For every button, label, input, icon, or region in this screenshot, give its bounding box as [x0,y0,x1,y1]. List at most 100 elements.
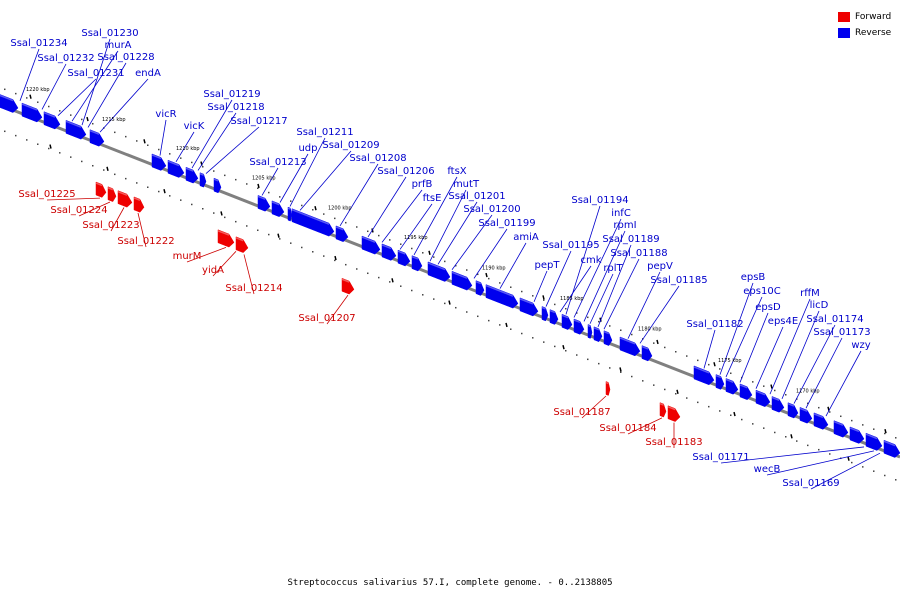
gene-label-reverse[interactable]: eps10C [743,286,780,297]
gene-label-reverse[interactable]: Ssal_01201 [448,191,505,202]
reverse-gene-arrow[interactable] [549,309,559,325]
gene-label-reverse[interactable]: pepT [535,260,561,271]
gene-label-reverse[interactable]: mutT [453,179,480,190]
gene-label-forward[interactable]: Ssal_01207 [298,313,355,324]
reverse-gene-arrow[interactable] [883,439,900,458]
gene-label-reverse[interactable]: cmk [580,255,601,266]
gene-label-reverse[interactable]: pepV [647,261,673,272]
gene-label-reverse[interactable]: Ssal_01199 [478,218,535,229]
reverse-gene-arrow[interactable] [0,94,19,113]
reverse-gene-arrow[interactable] [397,249,411,267]
gene-label-reverse[interactable]: rplT [603,263,623,274]
reverse-gene-arrow[interactable] [849,426,865,444]
reverse-gene-arrow[interactable] [151,153,167,171]
forward-gene-arrow[interactable] [235,236,249,253]
reverse-gene-arrow[interactable] [427,261,451,282]
reverse-gene-arrow[interactable] [641,345,653,362]
gene-label-reverse[interactable]: Ssal_01171 [692,452,749,463]
reverse-gene-arrow[interactable] [287,206,293,222]
forward-gene-arrow[interactable] [659,402,667,418]
gene-label-reverse[interactable]: Ssal_01213 [249,157,306,168]
reverse-gene-arrow[interactable] [755,389,771,407]
gene-label-reverse[interactable]: Ssal_01218 [207,102,264,113]
gene-label-reverse[interactable]: Ssal_01173 [813,327,870,338]
gene-label-reverse[interactable]: Ssal_01217 [230,116,287,127]
gene-label-reverse[interactable]: prfB [412,179,433,190]
gene-label-forward[interactable]: Ssal_01183 [645,437,702,448]
gene-label-forward[interactable]: Ssal_01225 [18,189,75,200]
reverse-gene-arrow[interactable] [411,255,423,272]
gene-label-reverse[interactable]: Ssal_01169 [782,478,839,489]
gene-label-reverse[interactable]: Ssal_01195 [542,240,599,251]
gene-label-forward[interactable]: murM [173,251,202,262]
forward-gene-arrow[interactable] [667,405,681,422]
reverse-gene-arrow[interactable] [573,318,585,335]
gene-label-forward[interactable]: Ssal_01222 [117,236,174,247]
gene-label-reverse[interactable]: Ssal_01232 [37,53,94,64]
gene-label-reverse[interactable]: licD [810,300,829,311]
reverse-gene-arrow[interactable] [89,129,105,147]
gene-label-reverse[interactable]: Ssal_01185 [650,275,707,286]
gene-label-reverse[interactable]: vicK [184,121,205,132]
reverse-gene-arrow[interactable] [361,235,381,255]
gene-label-reverse[interactable]: ftsX [447,166,466,177]
gene-label-reverse[interactable]: rffM [800,288,820,299]
gene-label-reverse[interactable]: ftsE [423,193,442,204]
reverse-gene-arrow[interactable] [561,313,573,330]
gene-label-forward[interactable]: Ssal_01214 [225,283,282,294]
gene-label-reverse[interactable]: eps4E [768,316,798,327]
gene-label-reverse[interactable]: Ssal_01200 [463,204,520,215]
gene-label-forward[interactable]: Ssal_01223 [82,220,139,231]
reverse-gene-arrow[interactable] [257,195,271,212]
forward-gene-arrow[interactable] [107,186,117,202]
reverse-gene-arrow[interactable] [739,383,753,401]
reverse-gene-arrow[interactable] [787,402,799,419]
reverse-gene-arrow[interactable] [603,330,613,346]
reverse-gene-arrow[interactable] [271,200,285,217]
gene-label-reverse[interactable]: Ssal_01209 [322,140,379,151]
gene-label-reverse[interactable]: vicR [155,109,176,120]
gene-label-reverse[interactable]: Ssal_01182 [686,319,743,330]
gene-label-reverse[interactable]: infC [611,208,631,219]
reverse-gene-arrow[interactable] [475,280,485,296]
gene-label-reverse[interactable]: wzy [851,340,870,351]
reverse-gene-arrow[interactable] [619,336,641,357]
reverse-gene-arrow[interactable] [213,177,222,194]
reverse-gene-arrow[interactable] [799,407,813,424]
gene-label-reverse[interactable]: udp [298,143,317,154]
reverse-gene-arrow[interactable] [21,102,43,123]
gene-label-reverse[interactable]: Ssal_01206 [377,166,434,177]
reverse-gene-arrow[interactable] [541,306,549,322]
reverse-gene-arrow[interactable] [593,326,603,343]
forward-gene-arrow[interactable] [117,190,133,208]
reverse-gene-arrow[interactable] [291,208,335,237]
reverse-gene-arrow[interactable] [485,284,519,309]
gene-label-reverse[interactable]: Ssal_01230 [81,28,138,39]
reverse-gene-arrow[interactable] [381,243,397,261]
reverse-gene-arrow[interactable] [715,374,725,390]
reverse-gene-arrow[interactable] [451,270,473,291]
gene-label-forward[interactable]: Ssal_01224 [50,205,107,216]
gene-label-reverse[interactable]: epsB [741,272,766,283]
reverse-gene-arrow[interactable] [43,111,61,130]
forward-gene-arrow[interactable] [133,196,145,213]
forward-gene-arrow[interactable] [341,277,355,295]
gene-label-forward[interactable]: Ssal_01187 [553,407,610,418]
reverse-gene-arrow[interactable] [725,378,739,395]
gene-label-reverse[interactable]: murA [104,40,131,51]
reverse-gene-arrow[interactable] [833,420,849,438]
reverse-gene-arrow[interactable] [519,297,539,317]
gene-label-reverse[interactable]: epsD [755,302,781,313]
gene-label-reverse[interactable]: Ssal_01188 [610,248,667,259]
gene-label-reverse[interactable]: endA [135,68,161,79]
gene-label-reverse[interactable]: amiA [513,232,539,243]
gene-label-reverse[interactable]: Ssal_01228 [97,52,154,63]
reverse-gene-arrow[interactable] [813,412,829,430]
reverse-gene-arrow[interactable] [199,172,207,188]
gene-label-reverse[interactable]: Ssal_01189 [602,234,659,245]
gene-label-reverse[interactable]: Ssal_01174 [806,314,863,325]
gene-label-reverse[interactable]: Ssal_01208 [349,153,406,164]
gene-label-reverse[interactable]: Ssal_01211 [296,127,353,138]
gene-label-forward[interactable]: Ssal_01184 [599,423,656,434]
gene-label-reverse[interactable]: Ssal_01234 [10,38,67,49]
